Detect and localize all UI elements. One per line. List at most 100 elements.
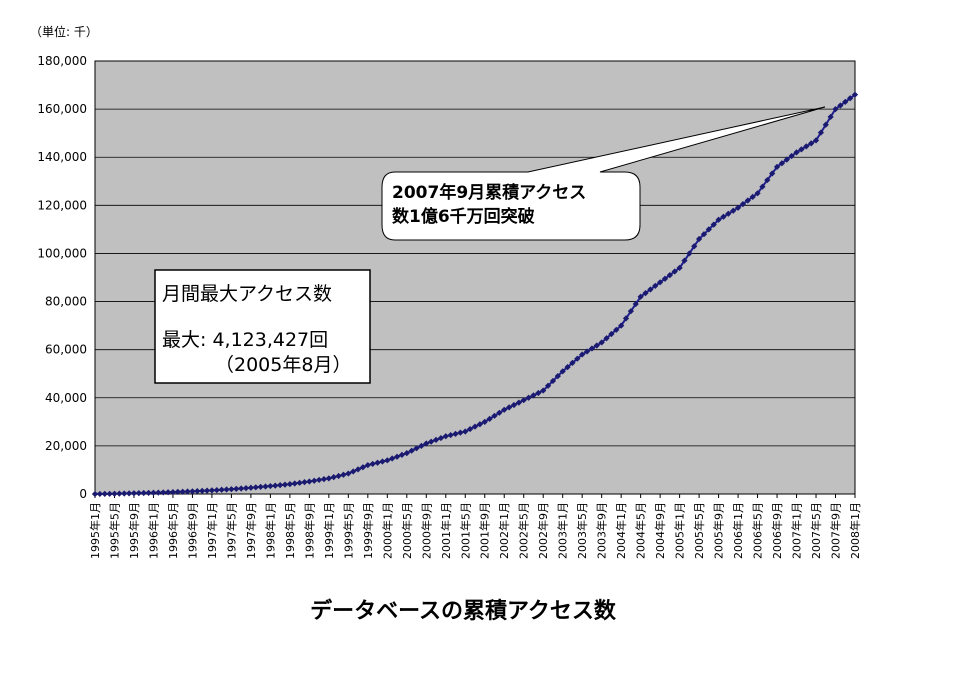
x-tick-label: 2003年5月 (575, 502, 589, 559)
data-point (467, 425, 474, 433)
x-axis-ticks: 1995年1月 1995年5月 1995年9月 1996年1月 1996年5月 1996年… (88, 494, 862, 559)
x-tick-label: 1997年1月 (205, 502, 219, 559)
y-tick-label: 80,000 (45, 295, 87, 309)
data-point (393, 453, 401, 460)
data-point (471, 423, 479, 430)
data-point (501, 406, 508, 413)
data-point (583, 348, 591, 355)
data-point (296, 479, 303, 486)
data-point (408, 447, 415, 454)
data-point (350, 468, 357, 475)
data-point (442, 433, 449, 440)
x-tick-label: 2006年1月 (731, 502, 745, 559)
data-point (281, 481, 289, 488)
data-point (228, 486, 235, 493)
x-tick-label: 2005年1月 (673, 502, 687, 559)
data-point (125, 490, 133, 497)
data-point (481, 418, 488, 425)
data-point (627, 308, 635, 315)
x-tick-label: 2000年5月 (400, 502, 414, 559)
data-point (432, 436, 440, 443)
y-tick-label: 120,000 (37, 198, 87, 212)
x-tick-label: 1996年9月 (185, 502, 199, 559)
data-point (233, 485, 240, 492)
y-axis-ticks: 0 20,000 40,000 60,000 80,000 100,000 120,000 1… (37, 54, 87, 501)
x-tick-label: 1997年9月 (244, 502, 258, 559)
data-point (130, 490, 138, 497)
data-point (457, 429, 464, 436)
x-tick-label: 2000年9月 (419, 502, 433, 559)
x-tick-label: 2002年9月 (536, 502, 550, 559)
data-point (423, 440, 430, 447)
data-point (340, 471, 347, 478)
x-tick-label: 1995年9月 (127, 502, 141, 559)
data-point (564, 363, 571, 371)
data-point (379, 458, 386, 465)
x-tick-label: 1996年1月 (146, 502, 160, 559)
data-point (569, 359, 576, 367)
y-tick-label: 20,000 (45, 439, 87, 453)
x-tick-label: 1998年5月 (283, 502, 297, 559)
data-point (364, 462, 371, 469)
max-access-value: 最大: 4,123,427回 (162, 329, 328, 351)
max-access-box-frame (154, 269, 371, 384)
data-point (389, 455, 396, 462)
data-point (223, 486, 230, 493)
x-tick-label: 2004年5月 (634, 502, 648, 559)
data-point (608, 330, 615, 338)
x-tick-label: 2005年9月 (712, 502, 726, 559)
data-point (491, 412, 498, 419)
data-point (520, 397, 527, 404)
x-tick-label: 2006年5月 (751, 502, 765, 559)
data-point (277, 481, 284, 489)
x-tick-label: 2000年1月 (380, 502, 394, 559)
x-tick-label: 1995年5月 (107, 502, 121, 559)
x-tick-label: 1995年1月 (88, 502, 102, 559)
callout: 2007年9月累積アクセス 数1億6千万回突破 (381, 106, 826, 241)
x-tick-label: 2007年9月 (829, 502, 843, 559)
grid-lines (94, 60, 856, 495)
data-point (262, 483, 269, 490)
callout-line2: 数1億6千万回突破 (392, 206, 535, 227)
y-tick-label: 180,000 (37, 54, 87, 68)
data-point (540, 387, 547, 394)
data-point (398, 451, 406, 459)
x-tick-label: 2005年5月 (692, 502, 706, 559)
data-point (252, 484, 259, 491)
data-point (647, 286, 654, 293)
x-tick-label: 2008年1月 (848, 502, 862, 559)
max-access-title: 月間最大アクセス数 (162, 283, 332, 305)
x-tick-label: 2007年1月 (790, 502, 804, 559)
data-point (496, 409, 503, 416)
data-point (369, 460, 376, 468)
data-point (320, 476, 328, 483)
data-point (272, 482, 279, 489)
data-point (359, 464, 367, 471)
y-tick-label: 140,000 (37, 150, 87, 164)
x-tick-label: 2003年1月 (556, 502, 570, 559)
y-tick-label: 160,000 (37, 102, 87, 116)
data-point (437, 434, 445, 442)
data-point (135, 490, 142, 497)
y-tick-label: 0 (79, 487, 87, 501)
x-tick-label: 2006年9月 (770, 502, 784, 559)
data-point (525, 394, 532, 401)
data-point (652, 282, 659, 290)
data-point (257, 483, 264, 491)
data-point (335, 472, 342, 480)
plot-border (94, 60, 856, 495)
unit-label: （単位: 千） (30, 24, 98, 39)
data-point (384, 457, 391, 464)
x-tick-label: 2004年9月 (653, 502, 667, 559)
x-tick-label: 1999年1月 (322, 502, 336, 559)
data-point (657, 279, 664, 286)
data-point (452, 430, 459, 437)
data-point (428, 438, 435, 445)
data-point (486, 415, 493, 422)
data-point (311, 477, 318, 484)
y-tick-label: 60,000 (45, 343, 87, 357)
data-point (330, 474, 337, 481)
data-point (291, 480, 298, 487)
data-point (315, 476, 323, 484)
